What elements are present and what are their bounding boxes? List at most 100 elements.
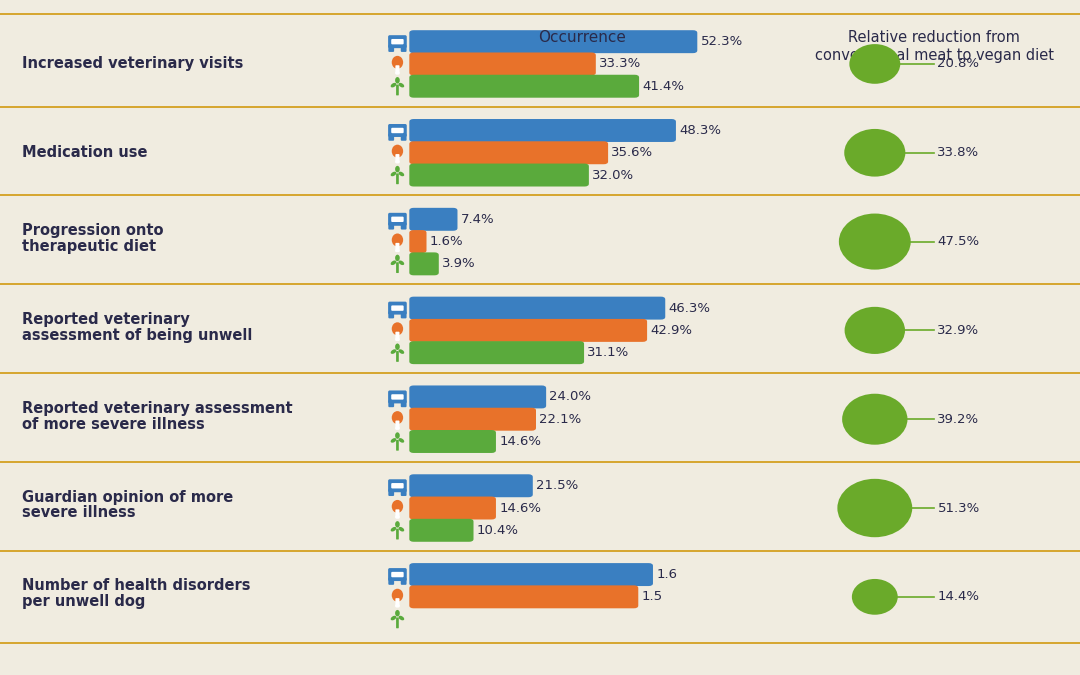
- Ellipse shape: [395, 249, 400, 252]
- FancyBboxPatch shape: [388, 568, 407, 581]
- FancyBboxPatch shape: [389, 45, 394, 52]
- FancyBboxPatch shape: [396, 618, 399, 628]
- FancyBboxPatch shape: [391, 394, 404, 400]
- Text: 14.4%: 14.4%: [937, 591, 980, 603]
- FancyBboxPatch shape: [388, 124, 407, 137]
- Text: 33.8%: 33.8%: [937, 146, 980, 159]
- Text: 10.4%: 10.4%: [476, 524, 518, 537]
- Ellipse shape: [391, 83, 396, 88]
- Text: 20.8%: 20.8%: [937, 57, 980, 70]
- Text: 39.2%: 39.2%: [937, 412, 980, 426]
- Ellipse shape: [395, 604, 400, 608]
- Text: 14.6%: 14.6%: [499, 435, 541, 448]
- FancyBboxPatch shape: [395, 65, 400, 74]
- FancyBboxPatch shape: [401, 578, 406, 585]
- FancyBboxPatch shape: [396, 529, 399, 539]
- Ellipse shape: [391, 261, 396, 265]
- FancyBboxPatch shape: [401, 134, 406, 141]
- FancyBboxPatch shape: [396, 262, 399, 273]
- Text: 1.6%: 1.6%: [430, 235, 463, 248]
- Text: 3.9%: 3.9%: [442, 257, 475, 271]
- FancyBboxPatch shape: [396, 351, 399, 362]
- Text: of more severe illness: of more severe illness: [22, 416, 204, 431]
- Text: Progression onto: Progression onto: [22, 223, 163, 238]
- Ellipse shape: [395, 427, 400, 430]
- Ellipse shape: [392, 56, 403, 69]
- Ellipse shape: [395, 610, 400, 616]
- Text: Number of health disorders: Number of health disorders: [22, 578, 251, 593]
- FancyBboxPatch shape: [389, 400, 394, 407]
- Text: assessment of being unwell: assessment of being unwell: [22, 327, 252, 343]
- FancyBboxPatch shape: [395, 154, 400, 163]
- FancyBboxPatch shape: [388, 479, 407, 492]
- FancyBboxPatch shape: [391, 217, 404, 222]
- Text: therapeutic diet: therapeutic diet: [22, 239, 156, 254]
- Ellipse shape: [395, 432, 400, 439]
- Text: per unwell dog: per unwell dog: [22, 594, 145, 609]
- Text: 24.0%: 24.0%: [550, 390, 592, 404]
- FancyBboxPatch shape: [388, 302, 407, 315]
- Ellipse shape: [399, 349, 404, 354]
- Ellipse shape: [399, 261, 404, 265]
- Ellipse shape: [392, 322, 403, 335]
- FancyBboxPatch shape: [401, 223, 406, 230]
- Ellipse shape: [395, 338, 400, 341]
- Ellipse shape: [391, 527, 396, 531]
- Ellipse shape: [395, 515, 400, 518]
- Ellipse shape: [392, 411, 403, 424]
- Text: Medication use: Medication use: [22, 145, 147, 160]
- FancyBboxPatch shape: [401, 311, 406, 319]
- FancyBboxPatch shape: [388, 213, 407, 225]
- FancyBboxPatch shape: [389, 223, 394, 230]
- FancyBboxPatch shape: [388, 390, 407, 404]
- Text: Relative reduction from
conventional meat to vegan diet: Relative reduction from conventional mea…: [814, 30, 1054, 63]
- Ellipse shape: [391, 616, 396, 620]
- FancyBboxPatch shape: [395, 243, 400, 252]
- Ellipse shape: [399, 527, 404, 531]
- Text: 51.3%: 51.3%: [937, 502, 980, 514]
- Ellipse shape: [395, 521, 400, 528]
- Ellipse shape: [399, 171, 404, 176]
- FancyBboxPatch shape: [401, 489, 406, 496]
- Ellipse shape: [395, 254, 400, 261]
- Text: Increased veterinary visits: Increased veterinary visits: [22, 57, 243, 72]
- Ellipse shape: [395, 71, 400, 74]
- Text: severe illness: severe illness: [22, 506, 135, 520]
- Text: 41.4%: 41.4%: [643, 80, 685, 92]
- Ellipse shape: [395, 344, 400, 350]
- Text: 22.1%: 22.1%: [539, 412, 581, 426]
- Text: 32.9%: 32.9%: [937, 324, 980, 337]
- FancyBboxPatch shape: [391, 572, 404, 577]
- Ellipse shape: [395, 77, 400, 84]
- Text: 42.9%: 42.9%: [650, 324, 692, 337]
- FancyBboxPatch shape: [388, 35, 407, 48]
- Text: 1.5: 1.5: [642, 591, 663, 603]
- FancyBboxPatch shape: [391, 305, 404, 310]
- FancyBboxPatch shape: [389, 311, 394, 319]
- FancyBboxPatch shape: [401, 400, 406, 407]
- Ellipse shape: [392, 144, 403, 158]
- Ellipse shape: [392, 589, 403, 601]
- FancyBboxPatch shape: [391, 483, 404, 489]
- FancyBboxPatch shape: [391, 39, 404, 45]
- FancyBboxPatch shape: [396, 173, 399, 184]
- Text: 21.5%: 21.5%: [536, 479, 578, 492]
- Text: 1.6: 1.6: [657, 568, 677, 581]
- Ellipse shape: [395, 166, 400, 172]
- Ellipse shape: [392, 500, 403, 513]
- Ellipse shape: [391, 171, 396, 176]
- Text: 32.0%: 32.0%: [592, 169, 634, 182]
- FancyBboxPatch shape: [396, 440, 399, 451]
- Text: 48.3%: 48.3%: [679, 124, 721, 137]
- FancyBboxPatch shape: [396, 84, 399, 95]
- Text: Reported veterinary assessment: Reported veterinary assessment: [22, 401, 293, 416]
- FancyBboxPatch shape: [395, 331, 400, 341]
- Text: 52.3%: 52.3%: [701, 35, 743, 48]
- Text: Reported veterinary: Reported veterinary: [22, 312, 189, 327]
- Text: 35.6%: 35.6%: [611, 146, 653, 159]
- FancyBboxPatch shape: [395, 598, 400, 608]
- FancyBboxPatch shape: [389, 489, 394, 496]
- Text: 33.3%: 33.3%: [599, 57, 642, 70]
- FancyBboxPatch shape: [401, 45, 406, 52]
- Ellipse shape: [392, 234, 403, 246]
